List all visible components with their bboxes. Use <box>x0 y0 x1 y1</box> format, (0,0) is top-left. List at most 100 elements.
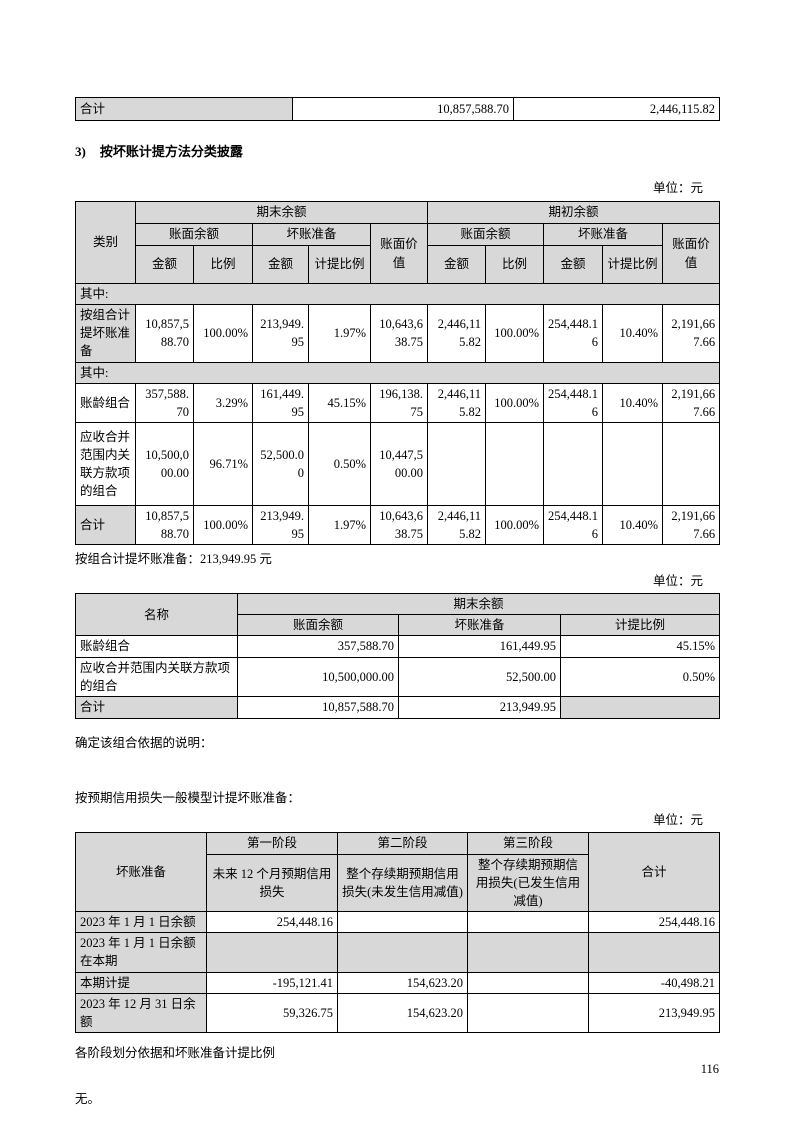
ecl-model-note: 按预期信用损失一般模型计提坏账准备： <box>75 790 301 805</box>
table-cell: 213,949.95 <box>588 992 720 1033</box>
table-cell: 161,449.95 <box>252 382 309 423</box>
header-name: 名称 <box>75 593 238 637</box>
table-row: 2023 年 1 月 1 日余额 254,448.16 254,448.16 <box>75 911 720 934</box>
table-cell: 52,500.00 <box>398 656 561 697</box>
header-bad-debt: 坏账准备 <box>543 223 664 246</box>
ecl-stage-table: 坏账准备 第一阶段 第二阶段 第三阶段 合计 未来 12 个月预期信用损失 整个… <box>75 831 720 1033</box>
header-category: 类别 <box>75 201 136 284</box>
row-label: 2023 年 12 月 31 日余额 <box>75 992 207 1033</box>
subheader-row: 其中: <box>74 361 721 384</box>
table-cell: 3.29% <box>193 382 253 423</box>
table-total-row: 合计 10,857,588.70 100.00% 213,949.95 1.97… <box>75 504 721 546</box>
table-cell <box>337 932 468 973</box>
header-stage2-desc: 整个存续期预期信用损失(未发生信用减值) <box>337 853 468 913</box>
table-cell <box>485 421 545 506</box>
header-stage1-desc: 未来 12 个月预期信用损失 <box>206 853 338 913</box>
header-beginning-balance: 期初余额 <box>427 201 721 224</box>
table-cell: 161,449.95 <box>398 635 561 658</box>
table-header-row: 未来 12 个月预期信用损失 整个存续期预期信用损失(未发生信用减值) 整个存续… <box>76 853 720 913</box>
unit-label: 单位：元 <box>652 181 703 195</box>
table-cell <box>467 992 589 1033</box>
table-header-row: 金额 比例 金额 计提比例 金额 比例 金额 计提比例 <box>76 245 720 284</box>
header-total: 合计 <box>588 831 720 913</box>
header-ratio: 比例 <box>485 245 545 284</box>
section-heading: 3) 按坏账计提方法分类披露 <box>75 141 719 160</box>
header-book-balance: 账面余额 <box>237 614 399 637</box>
header-stage1: 第一阶段 <box>206 831 338 855</box>
table-row: 2023 年 1 月 1 日余额在本期 <box>75 932 720 973</box>
table-cell <box>560 695 720 719</box>
table-cell: 2,191,667.66 <box>662 304 721 363</box>
table-cell: 357,588.70 <box>237 635 399 658</box>
table-cell: 213,949.95 <box>252 304 309 363</box>
table-cell: 0.50% <box>308 421 371 506</box>
table-row: 2023 年 12 月 31 日余额 59,326.75 154,623.20 … <box>75 992 720 1033</box>
table-total-row: 合计 10,857,588.70 213,949.95 <box>75 695 720 719</box>
combo-provision-note: 按组合计提坏账准备：213,949.95 元 <box>75 552 272 567</box>
section-title: 按坏账计提方法分类披露 <box>99 144 243 159</box>
table-cell: 254,448.16 <box>543 504 604 546</box>
row-label: 应收合并范围内关联方款项的组合 <box>75 421 136 506</box>
table-cell: 1.97% <box>308 304 371 363</box>
section-number: 3) <box>75 144 86 159</box>
total-beginning-cell: 2,446,115.82 <box>513 97 720 121</box>
header-amount: 金额 <box>543 245 604 284</box>
header-amount: 金额 <box>135 245 194 284</box>
table-cell: 213,949.95 <box>252 504 309 546</box>
table-cell: 196,138.75 <box>369 382 429 423</box>
table-cell: 213,949.95 <box>398 695 561 719</box>
page-number: 116 <box>700 1062 719 1076</box>
table-row: 应收合并范围内关联方款项的组合 10,500,000.00 96.71% 52,… <box>75 421 721 506</box>
table-cell <box>467 911 589 934</box>
table-cell <box>588 932 720 973</box>
table-cell: 100.00% <box>485 382 545 423</box>
total-ending-cell: 10,857,588.70 <box>292 97 514 121</box>
header-provision-ratio: 计提比例 <box>560 614 720 637</box>
row-label: 合计 <box>75 695 238 719</box>
basis-explanation-note: 确定该组合依据的说明： <box>75 735 213 750</box>
table-cell: 45.15% <box>560 635 720 658</box>
table-row: 应收合并范围内关联方款项的组合 10,500,000.00 52,500.00 … <box>75 656 720 697</box>
header-provision-ratio: 计提比例 <box>602 245 664 284</box>
table-cell: 2,446,115.82 <box>427 382 487 423</box>
table-cell <box>543 421 604 506</box>
table-cell: 2,191,667.66 <box>662 382 721 423</box>
table-cell: 10,500,000.00 <box>237 656 399 697</box>
table-cell: 10,857,588.70 <box>135 504 194 546</box>
table-cell: 254,448.16 <box>206 911 338 934</box>
header-bad-debt: 坏账准备 <box>75 831 207 913</box>
row-label: 2023 年 1 月 1 日余额在本期 <box>75 932 207 973</box>
disclosure-method-table: 类别 期末余额 期初余额 账面余额 坏账准备 账面价值 账面余额 坏账准备 账面… <box>74 201 721 546</box>
unit-label: 单位：元 <box>652 812 703 827</box>
table-cell: 10,643,638.75 <box>369 304 429 363</box>
table-cell: 10.40% <box>602 504 664 546</box>
table-cell: 52,500.00 <box>252 421 309 506</box>
subheader-row: 其中: <box>74 282 721 306</box>
table-cell: 1.97% <box>308 504 371 546</box>
table-header-row: 账面余额 坏账准备 账面价值 账面余额 坏账准备 账面价值 <box>76 223 721 284</box>
row-label: 应收合并范围内关联方款项的组合 <box>75 656 238 697</box>
table-row: 账龄组合 357,588.70 3.29% 161,449.95 45.15% … <box>75 382 721 423</box>
row-label: 账龄组合 <box>75 382 136 423</box>
table-row: 本期计提 -195,121.41 154,623.20 -40,498.21 <box>75 971 720 994</box>
table-cell: 10,857,588.70 <box>135 304 194 363</box>
header-stage3: 第三阶段 <box>467 831 589 855</box>
table-cell: 45.15% <box>308 382 371 423</box>
header-stage2: 第二阶段 <box>337 831 468 855</box>
table-cell <box>467 932 589 973</box>
table-cell <box>427 421 487 506</box>
among-which-label: 其中: <box>74 361 721 384</box>
header-stage3-desc: 整个存续期预期信用损失(已发生信用减值) <box>467 853 589 913</box>
table-cell: 10.40% <box>602 304 664 363</box>
table-cell: 254,448.16 <box>543 304 604 363</box>
header-book-balance: 账面余额 <box>427 223 545 246</box>
total-label-cell: 合计 <box>75 97 293 121</box>
table-cell: 154,623.20 <box>337 971 468 994</box>
table-cell: 10,500,000.00 <box>135 421 194 506</box>
table-cell: 154,623.20 <box>337 992 468 1033</box>
header-book-value: 账面价值 <box>369 223 429 284</box>
none-note: 无。 <box>75 1091 101 1106</box>
table-cell <box>662 421 721 506</box>
row-label: 按组合计提坏账准备 <box>75 304 136 363</box>
